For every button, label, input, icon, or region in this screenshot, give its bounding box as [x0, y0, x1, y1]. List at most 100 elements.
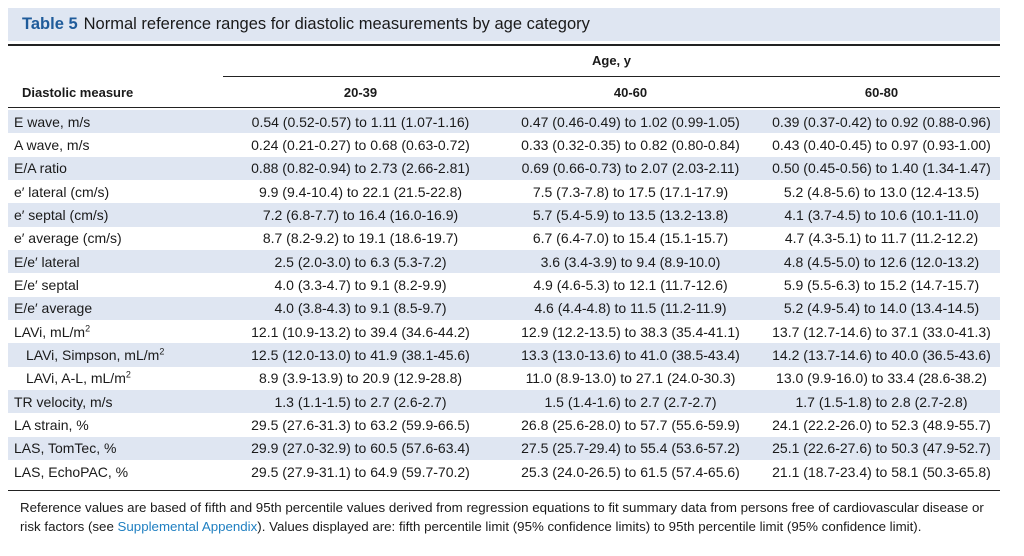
row-label-text: LAVi, mL/m [14, 323, 86, 340]
value-cell: 0.50 (0.45-0.56) to 1.40 (1.34-1.47) [772, 160, 991, 177]
row-label-text: LAVi, Simpson, mL/m [26, 346, 160, 363]
value-cell: 1.7 (1.5-1.8) to 2.8 (2.7-2.8) [795, 393, 968, 410]
value-cell: 7.5 (7.3-7.8) to 17.5 (17.1-17.9) [532, 183, 729, 200]
value-cell: 7.2 (6.8-7.7) to 16.4 (16.0-16.9) [262, 206, 459, 223]
row-label-text: TR velocity, m/s [14, 393, 113, 410]
table-row: e′ lateral (cm/s) 9.9 (9.4-10.4) to 22.1 … [8, 180, 1000, 203]
row-label-text: LAS, TomTec, % [14, 440, 117, 457]
table-row: E/e′ average 4.0 (3.8-4.3) to 9.1 (8.5-9.… [8, 296, 1000, 320]
value-cell: 0.47 (0.46-0.49) to 1.02 (0.99-1.05) [521, 113, 740, 130]
value-cell: 12.1 (10.9-13.2) to 39.4 (34.6-44.2) [251, 323, 470, 340]
table-row: LAVi, A-L, mL/m2 8.9 (3.9-13.9) to 20.9 (… [8, 367, 1000, 390]
value-cell: 13.0 (9.9-16.0) to 33.4 (28.6-38.2) [776, 370, 987, 387]
table-row: A wave, m/s 0.24 (0.21-0.27) to 0.68 (0.6… [8, 133, 1000, 156]
value-cell: 8.7 (8.2-9.2) to 19.1 (18.6-19.7) [262, 230, 459, 247]
row-label: e′ septal (cm/s) [8, 207, 223, 223]
top-rule [8, 44, 1000, 46]
row-label: E/e′ average [8, 300, 223, 316]
value-cell: 0.33 (0.32-0.35) to 0.82 (0.80-0.84) [521, 136, 740, 153]
row-label: e′ lateral (cm/s) [8, 184, 223, 200]
value-cell: 9.9 (9.4-10.4) to 22.1 (21.5-22.8) [258, 183, 463, 200]
value-cell: 14.2 (13.7-14.6) to 40.0 (36.5-43.6) [772, 346, 991, 363]
table-title-bar: Table 5 Normal reference ranges for dias… [8, 8, 1000, 41]
table-row: TR velocity, m/s 1.3 (1.1-1.5) to 2.7 (2.… [8, 389, 1000, 414]
table-row: LAS, EchoPAC, % 29.5 (27.9-31.1) to 64.9 … [8, 460, 1000, 483]
value-cell: 4.0 (3.8-4.3) to 9.1 (8.5-9.7) [274, 300, 447, 317]
row-label-text: E wave, m/s [14, 113, 91, 130]
unit-superscript: 2 [159, 346, 165, 357]
row-label-text: E/A ratio [14, 160, 67, 177]
row-label-text: E/e′ average [14, 300, 93, 317]
value-cell: 1.5 (1.4-1.6) to 2.7 (2.7-2.7) [544, 393, 717, 410]
row-label: LA strain, % [8, 417, 223, 433]
value-cell: 0.69 (0.66-0.73) to 2.07 (2.03-2.11) [521, 160, 740, 177]
supplemental-appendix-link[interactable]: Supplemental Appendix [117, 519, 258, 534]
value-cell: 0.24 (0.21-0.27) to 0.68 (0.63-0.72) [251, 136, 470, 153]
value-cell: 27.5 (25.7-29.4) to 55.4 (53.6-57.2) [521, 440, 740, 457]
table-row: LAVi, mL/m2 12.1 (10.9-13.2) to 39.4 (34.… [8, 320, 1000, 343]
value-cell: 0.43 (0.40-0.45) to 0.97 (0.93-1.00) [772, 136, 991, 153]
value-cell: 0.88 (0.82-0.94) to 2.73 (2.66-2.81) [251, 160, 470, 177]
value-cell: 6.7 (6.4-7.0) to 15.4 (15.1-15.7) [532, 230, 729, 247]
value-cell: 4.9 (4.6-5.3) to 12.1 (11.7-12.6) [533, 276, 728, 293]
row-label: LAS, TomTec, % [8, 440, 223, 456]
bottom-rule [8, 490, 1000, 491]
value-cell: 4.7 (4.3-5.1) to 11.7 (11.2-12.2) [784, 230, 979, 247]
table-label: Table 5 [22, 15, 78, 33]
table-row: LAS, TomTec, % 29.9 (27.0-32.9) to 60.5 (… [8, 436, 1000, 460]
value-cell: 25.1 (22.6-27.6) to 50.3 (47.9-52.7) [772, 440, 991, 457]
table-footnote: Reference values are based of fifth and … [20, 498, 995, 536]
header-rule [8, 107, 1000, 108]
row-label-text: LAVi, A-L, mL/m [26, 370, 126, 387]
table-row: E wave, m/s 0.54 (0.52-0.57) to 1.11 (1.0… [8, 110, 1000, 134]
row-label-text: LA strain, % [14, 416, 89, 433]
value-cell: 0.54 (0.52-0.57) to 1.11 (1.07-1.16) [251, 113, 470, 130]
value-cell: 8.9 (3.9-13.9) to 20.9 (12.9-28.8) [258, 370, 463, 387]
value-cell: 5.9 (5.5-6.3) to 15.2 (14.7-15.7) [783, 276, 980, 293]
value-cell: 29.9 (27.0-32.9) to 60.5 (57.6-63.4) [251, 440, 470, 457]
age-group-rule [223, 76, 1000, 77]
footnote-text-end: ). Values displayed are: fifth percentil… [257, 519, 922, 534]
value-cell: 4.8 (4.5-5.0) to 12.6 (12.0-13.2) [783, 253, 980, 270]
value-cell: 3.6 (3.4-3.9) to 9.4 (8.9-10.0) [540, 253, 721, 270]
table-row: e′ average (cm/s) 8.7 (8.2-9.2) to 19.1 (… [8, 227, 1000, 250]
value-cell: 12.9 (12.2-13.5) to 38.3 (35.4-41.1) [521, 323, 740, 340]
unit-superscript: 2 [85, 322, 91, 333]
value-cell: 13.3 (13.0-13.6) to 41.0 (38.5-43.4) [521, 346, 740, 363]
row-label-text: E/e′ septal [14, 276, 79, 293]
row-label: e′ average (cm/s) [8, 230, 223, 246]
value-cell: 29.5 (27.9-31.1) to 64.9 (59.7-70.2) [251, 463, 470, 480]
value-cell: 5.2 (4.9-5.4) to 14.0 (13.4-14.5) [783, 300, 980, 317]
value-cell: 0.39 (0.37-0.42) to 0.92 (0.88-0.96) [772, 113, 991, 130]
row-label: TR velocity, m/s [8, 394, 223, 410]
row-label: LAVi, A-L, mL/m2 [8, 370, 223, 386]
value-cell: 25.3 (24.0-26.5) to 61.5 (57.4-65.6) [521, 463, 740, 480]
value-cell: 4.1 (3.7-4.5) to 10.6 (10.1-11.0) [784, 206, 979, 223]
table-title: Normal reference ranges for diastolic me… [83, 15, 590, 33]
table-row: e′ septal (cm/s) 7.2 (6.8-7.7) to 16.4 (1… [8, 203, 1000, 227]
row-label-text: e′ septal (cm/s) [14, 206, 109, 223]
value-cell: 1.3 (1.1-1.5) to 2.7 (2.6-2.7) [274, 393, 447, 410]
row-label: A wave, m/s [8, 137, 223, 153]
value-cell: 5.7 (5.4-5.9) to 13.5 (13.2-13.8) [532, 206, 729, 223]
row-label: E/A ratio [8, 160, 223, 176]
value-cell: 4.0 (3.3-4.7) to 9.1 (8.2-9.9) [274, 276, 447, 293]
table-row: LAVi, Simpson, mL/m2 12.5 (12.0-13.0) to … [8, 343, 1000, 367]
age-group-header: Age, y [591, 53, 631, 68]
value-cell: 5.2 (4.8-5.6) to 13.0 (12.4-13.5) [783, 183, 980, 200]
row-label-header: Diastolic measure [22, 85, 134, 100]
row-label-text: LAS, EchoPAC, % [14, 463, 129, 480]
footnote-text: Reference values are based of fifth and … [20, 500, 984, 534]
value-cell: 29.5 (27.6-31.3) to 63.2 (59.9-66.5) [251, 416, 470, 433]
value-cell: 26.8 (25.6-28.0) to 57.7 (55.6-59.9) [521, 416, 740, 433]
table-row: E/e′ lateral 2.5 (2.0-3.0) to 6.3 (5.3-7.… [8, 249, 1000, 274]
table-row: E/e′ septal 4.0 (3.3-4.7) to 9.1 (8.2-9.9… [8, 273, 1000, 296]
row-label-text: e′ average (cm/s) [14, 230, 122, 247]
row-label: E/e′ septal [8, 277, 223, 293]
column-header-60-80: 60-80 [864, 85, 899, 100]
value-cell: 2.5 (2.0-3.0) to 6.3 (5.3-7.2) [274, 253, 447, 270]
unit-superscript: 2 [125, 369, 131, 380]
value-cell: 24.1 (22.2-26.0) to 52.3 (48.9-55.7) [772, 416, 991, 433]
row-label-text: A wave, m/s [14, 136, 90, 153]
